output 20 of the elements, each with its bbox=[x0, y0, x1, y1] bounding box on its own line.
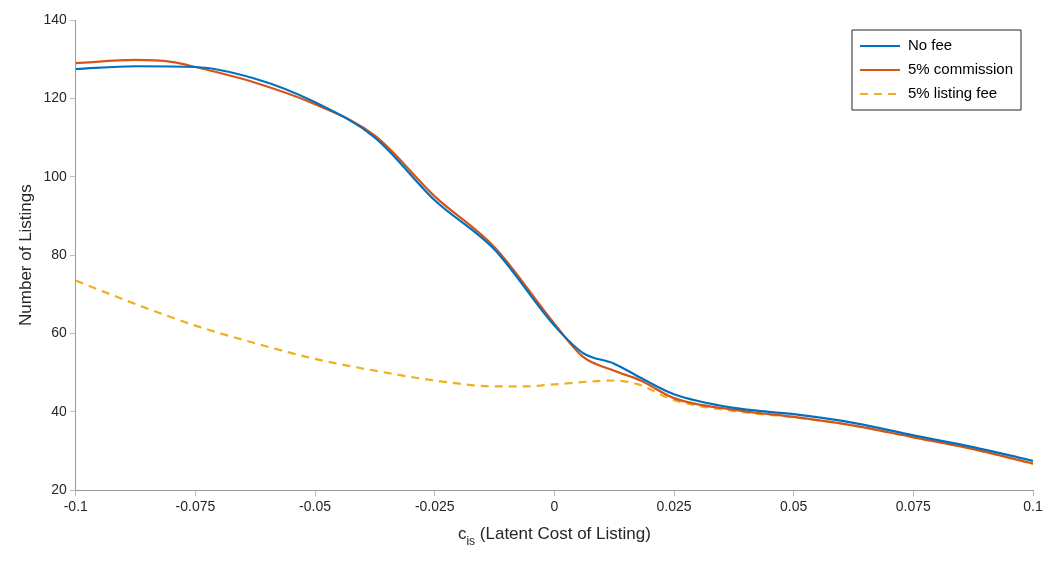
y-tick-label: 100 bbox=[43, 167, 67, 184]
x-tick-label: 0.075 bbox=[895, 498, 932, 515]
y-tick-label: 140 bbox=[43, 10, 67, 27]
y-tick-label: 120 bbox=[43, 89, 67, 106]
x-tick-label: 0.025 bbox=[656, 498, 692, 515]
y-tick-label: 80 bbox=[51, 245, 67, 262]
x-tick-label: 0 bbox=[550, 498, 559, 515]
x-tick-label: -0.025 bbox=[414, 498, 455, 515]
x-tick-label: 0.1 bbox=[1023, 498, 1043, 515]
y-tick-label: 20 bbox=[51, 481, 67, 498]
x-tick-label: -0.075 bbox=[175, 498, 216, 515]
legend-label: No fee bbox=[907, 36, 953, 54]
x-tick-label: 0.05 bbox=[780, 498, 808, 515]
x-tick-label: -0.05 bbox=[299, 498, 332, 515]
y-tick-label: 40 bbox=[51, 402, 67, 419]
y-tick-label: 60 bbox=[51, 324, 67, 341]
legend-label: 5% commission bbox=[907, 60, 1013, 78]
y-axis-title: Number of Listings bbox=[15, 184, 35, 326]
x-tick-label: -0.1 bbox=[63, 498, 89, 515]
legend-label: 5% listing fee bbox=[907, 84, 998, 102]
